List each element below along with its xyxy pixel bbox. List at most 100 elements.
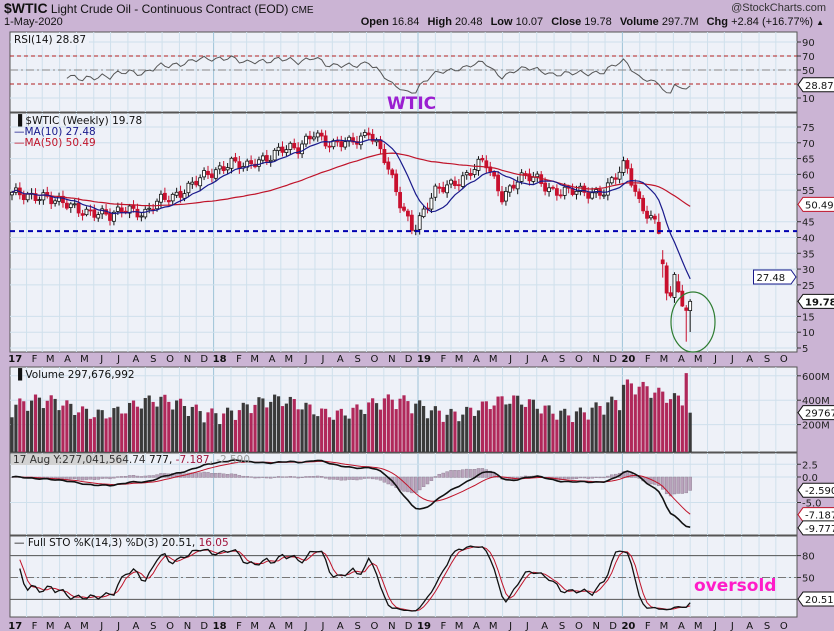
candlestick[interactable] <box>323 130 328 149</box>
candlestick[interactable] <box>398 186 402 213</box>
candlestick[interactable] <box>139 212 144 222</box>
candlestick[interactable] <box>672 272 677 303</box>
candlestick[interactable] <box>488 161 493 177</box>
candlestick[interactable] <box>198 174 203 192</box>
candlestick[interactable] <box>127 203 132 219</box>
candlestick[interactable] <box>268 155 273 167</box>
candlestick[interactable] <box>213 167 218 181</box>
candlestick[interactable] <box>507 184 512 197</box>
candlestick[interactable] <box>174 187 179 199</box>
candlestick[interactable] <box>64 198 69 211</box>
candlestick[interactable] <box>437 183 442 194</box>
candlestick[interactable] <box>609 175 614 185</box>
candlestick[interactable] <box>409 210 414 235</box>
candlestick[interactable] <box>296 142 301 159</box>
candlestick[interactable] <box>190 177 195 189</box>
candlestick[interactable] <box>288 141 293 155</box>
candlestick[interactable] <box>668 286 673 298</box>
candlestick[interactable] <box>370 129 375 145</box>
candlestick[interactable] <box>319 129 324 141</box>
candlestick[interactable] <box>484 155 489 173</box>
candlestick[interactable] <box>535 171 540 183</box>
candlestick[interactable] <box>143 206 148 220</box>
candlestick[interactable] <box>202 167 206 181</box>
candlestick[interactable] <box>53 198 58 207</box>
candlestick[interactable] <box>652 213 657 224</box>
candlestick[interactable] <box>225 163 230 174</box>
candlestick[interactable] <box>649 210 653 221</box>
candlestick[interactable] <box>633 179 638 197</box>
candlestick[interactable] <box>343 137 348 150</box>
candlestick[interactable] <box>260 152 265 165</box>
candlestick[interactable] <box>605 178 610 201</box>
candlestick[interactable] <box>578 182 583 196</box>
candlestick[interactable] <box>421 205 426 219</box>
candlestick[interactable] <box>641 195 646 214</box>
candlestick[interactable] <box>602 189 606 199</box>
candlestick[interactable] <box>335 136 340 147</box>
candlestick[interactable] <box>80 209 85 221</box>
candlestick[interactable] <box>453 176 457 189</box>
candlestick[interactable] <box>433 183 438 201</box>
candlestick[interactable] <box>554 184 559 201</box>
candlestick[interactable] <box>511 180 516 191</box>
candlestick[interactable] <box>272 148 277 162</box>
candlestick[interactable] <box>460 171 465 189</box>
candlestick[interactable] <box>613 173 618 185</box>
candlestick[interactable] <box>147 202 152 214</box>
candlestick[interactable] <box>386 157 391 175</box>
candlestick[interactable] <box>92 204 97 222</box>
candlestick[interactable] <box>311 131 316 142</box>
candlestick[interactable] <box>625 158 630 174</box>
candlestick[interactable] <box>351 132 355 145</box>
candlestick[interactable] <box>480 154 485 163</box>
candlestick[interactable] <box>300 140 304 159</box>
candlestick[interactable] <box>96 211 101 222</box>
candlestick[interactable] <box>527 168 532 186</box>
candlestick[interactable] <box>394 169 399 196</box>
candlestick[interactable] <box>617 166 622 184</box>
candlestick[interactable] <box>41 189 46 205</box>
candlestick[interactable] <box>68 202 73 213</box>
candlestick[interactable] <box>276 143 281 156</box>
candlestick[interactable] <box>551 185 555 191</box>
candlestick[interactable] <box>496 170 500 197</box>
candlestick[interactable] <box>45 186 50 199</box>
candlestick[interactable] <box>456 178 461 191</box>
candlestick[interactable] <box>504 186 508 206</box>
candlestick[interactable] <box>206 165 210 180</box>
candlestick[interactable] <box>500 186 504 205</box>
candlestick[interactable] <box>660 250 665 278</box>
candlestick[interactable] <box>366 127 371 141</box>
candlestick[interactable] <box>170 192 175 206</box>
candlestick[interactable] <box>249 155 254 169</box>
candlestick[interactable] <box>558 189 563 199</box>
candlestick[interactable] <box>664 262 669 301</box>
candlestick[interactable] <box>37 196 42 205</box>
candlestick[interactable] <box>406 208 410 222</box>
candlestick[interactable] <box>217 161 222 175</box>
candlestick[interactable] <box>194 175 199 188</box>
candlestick[interactable] <box>112 210 116 226</box>
candlestick[interactable] <box>390 168 395 179</box>
candlestick[interactable] <box>402 202 406 213</box>
candlestick[interactable] <box>284 145 289 157</box>
candlestick[interactable] <box>178 185 183 203</box>
candlestick[interactable] <box>339 135 344 152</box>
candlestick[interactable] <box>645 205 649 224</box>
candlestick[interactable] <box>162 187 167 203</box>
candlestick[interactable] <box>586 187 591 204</box>
candlestick[interactable] <box>159 190 163 208</box>
candlestick[interactable] <box>304 133 308 148</box>
candlestick[interactable] <box>429 193 434 214</box>
candlestick[interactable] <box>33 188 38 204</box>
candlestick[interactable] <box>684 305 689 342</box>
candlestick[interactable] <box>308 130 312 145</box>
candlestick[interactable] <box>449 178 453 189</box>
candlestick[interactable] <box>186 180 191 198</box>
candlestick[interactable] <box>464 169 469 180</box>
candlestick[interactable] <box>629 163 634 188</box>
candlestick[interactable] <box>445 180 450 198</box>
candlestick[interactable] <box>229 156 234 174</box>
